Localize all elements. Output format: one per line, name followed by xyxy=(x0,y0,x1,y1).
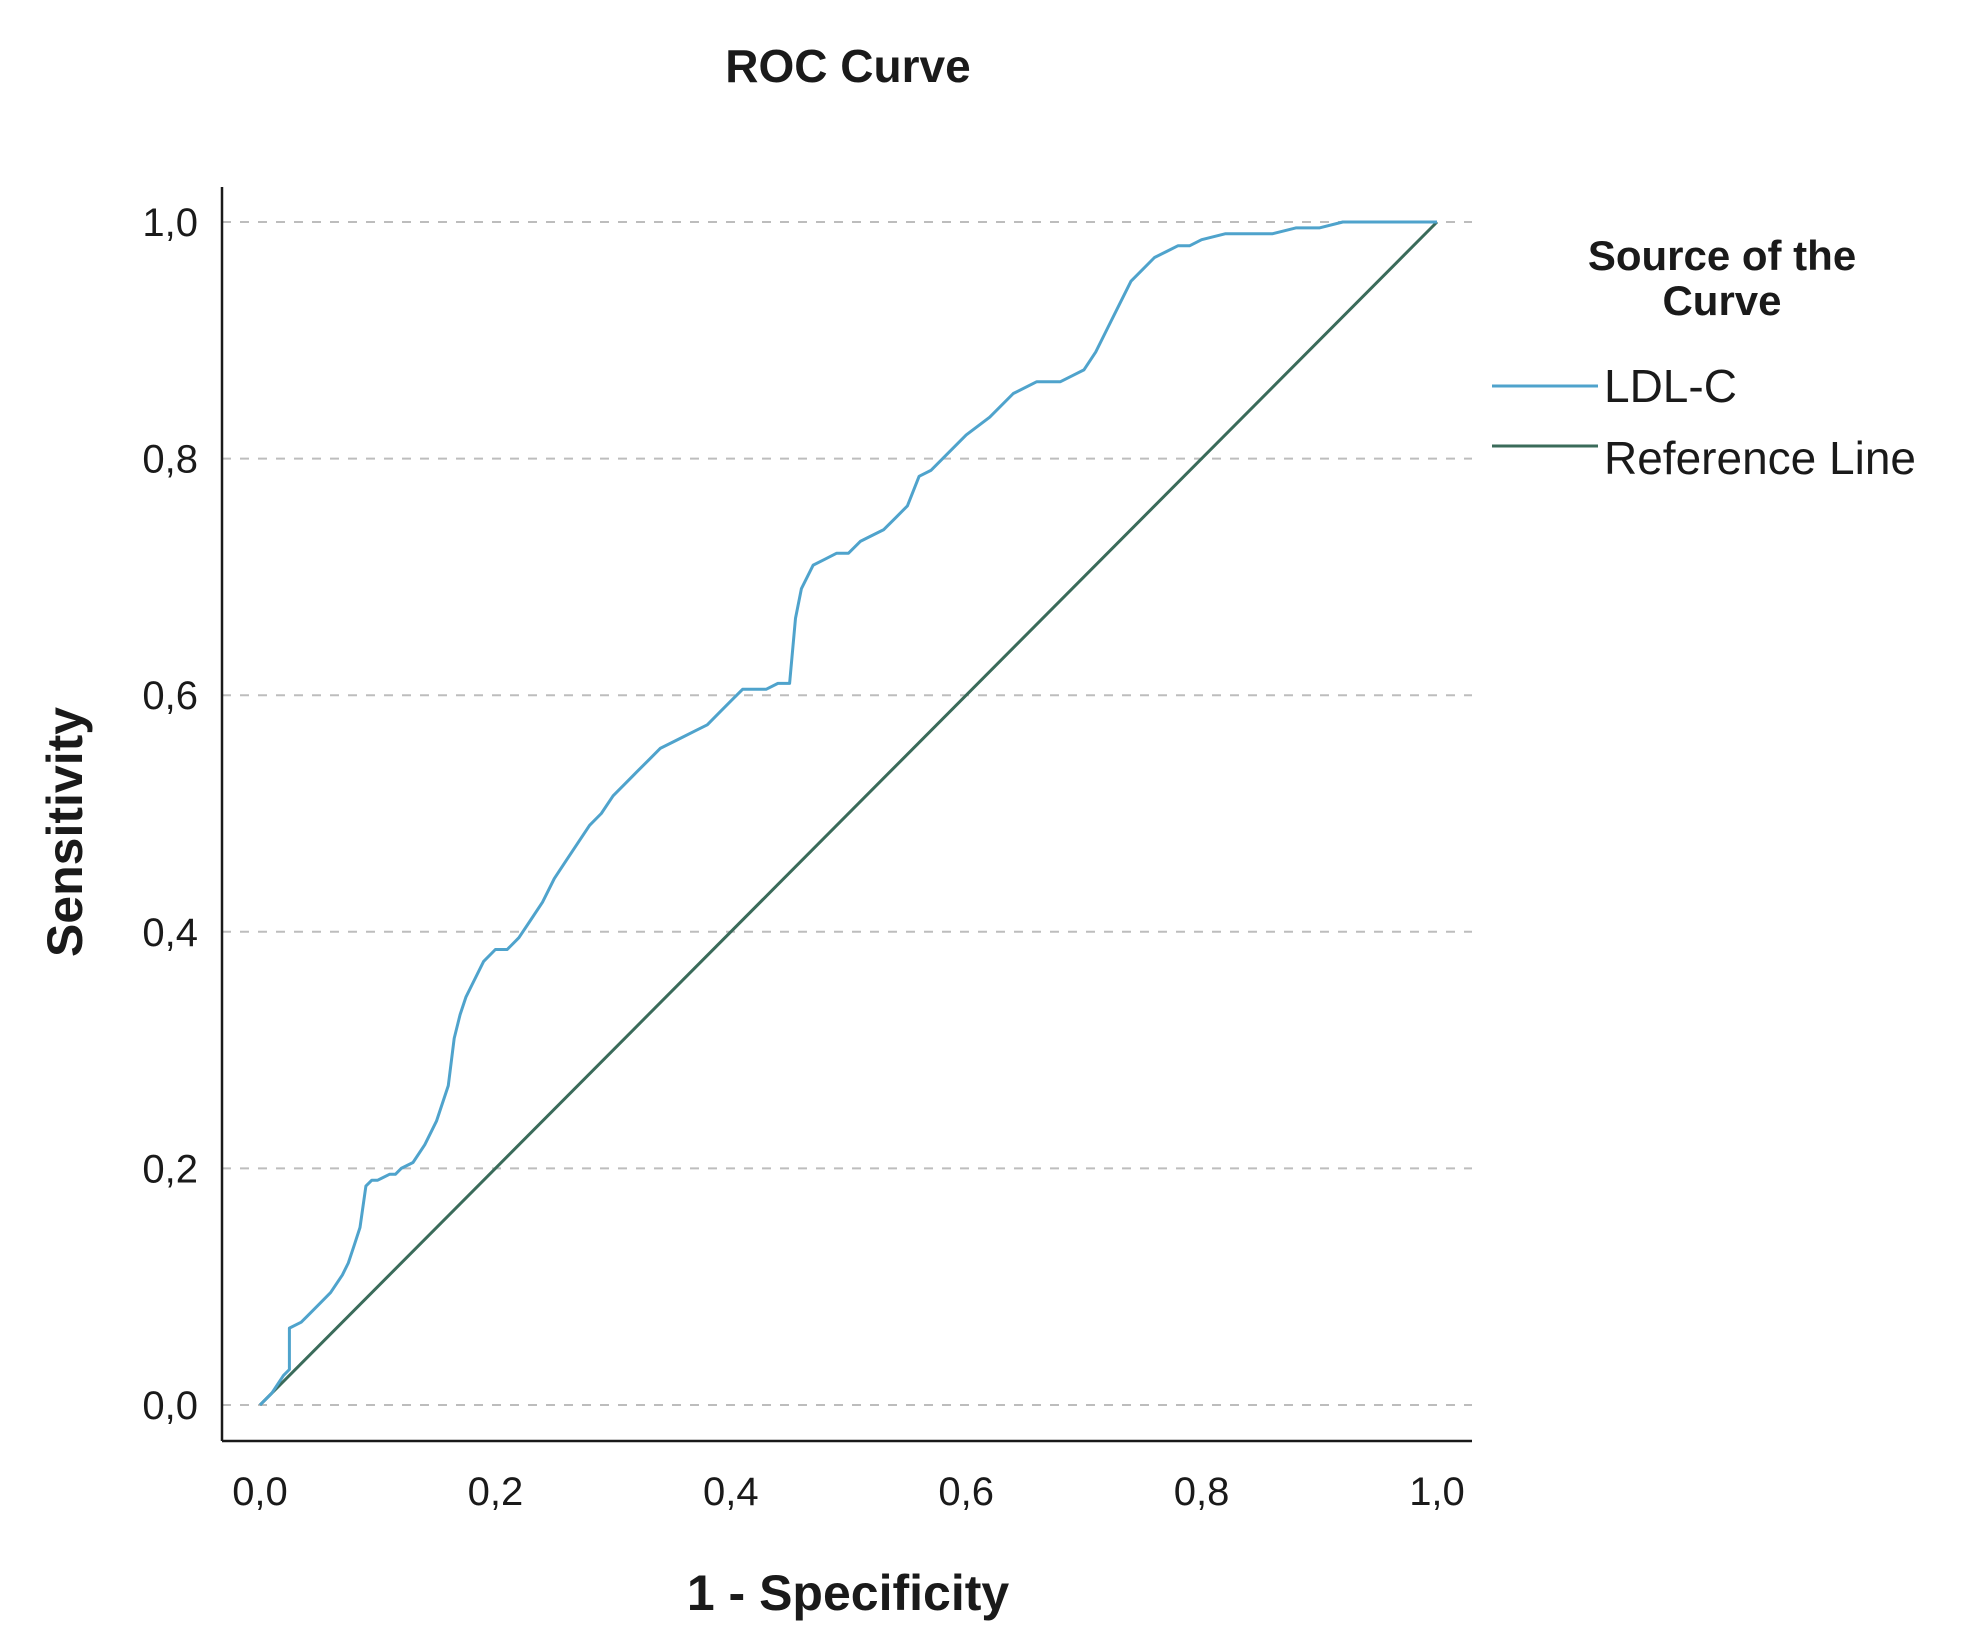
legend: Source of the Curve LDL-C Reference Line xyxy=(1492,232,1916,484)
y-tick-labels: 0,0 0,2 0,4 0,6 0,8 1,0 xyxy=(142,201,198,1428)
legend-title-line2: Curve xyxy=(1662,277,1781,324)
x-axis-title: 1 - Specificity xyxy=(687,1565,1010,1621)
chart-title: ROC Curve xyxy=(725,40,970,92)
legend-label-ldl-c: LDL-C xyxy=(1604,360,1737,412)
x-tick-label: 0,0 xyxy=(232,1470,288,1514)
y-axis-title: Sensitivity xyxy=(37,707,93,957)
x-tick-label: 0,2 xyxy=(468,1470,524,1514)
x-tick-label: 1,0 xyxy=(1409,1470,1465,1514)
x-tick-labels: 0,0 0,2 0,4 0,6 0,8 1,0 xyxy=(232,1470,1465,1514)
x-tick-label: 0,6 xyxy=(938,1470,994,1514)
y-tick-label: 0,6 xyxy=(142,674,198,718)
y-tick-label: 0,8 xyxy=(142,438,198,482)
legend-title-line1: Source of the xyxy=(1588,232,1856,279)
x-tick-label: 0,4 xyxy=(703,1470,759,1514)
series-line-reference-line xyxy=(258,220,1439,1407)
series-line-ldl-c xyxy=(258,220,1437,1407)
y-tick-label: 0,2 xyxy=(142,1147,198,1191)
y-tick-label: 0,4 xyxy=(142,911,198,955)
legend-label-reference-line: Reference Line xyxy=(1604,432,1916,484)
y-tick-label: 1,0 xyxy=(142,201,198,245)
series-layer xyxy=(258,220,1439,1407)
y-tick-label: 0,0 xyxy=(142,1384,198,1428)
x-tick-label: 0,8 xyxy=(1174,1470,1230,1514)
